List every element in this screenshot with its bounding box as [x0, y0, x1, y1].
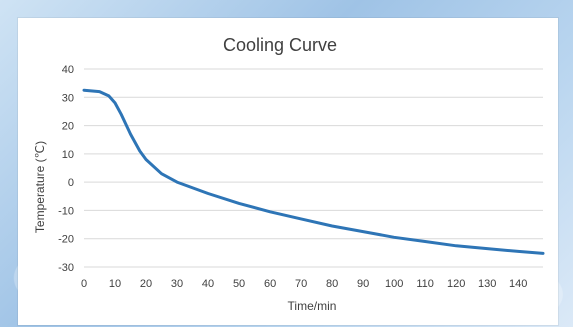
- x-axis-label: Time/min: [288, 299, 337, 313]
- y-tick-label: 0: [68, 177, 74, 189]
- y-axis-ticks: 40 30 20 10 0 -10 -20 -30: [58, 64, 74, 274]
- cooling-curve-series: [82, 88, 545, 255]
- x-tick-label: 50: [233, 278, 245, 290]
- y-tick-label: 20: [62, 121, 74, 133]
- x-tick-label: 40: [202, 278, 214, 290]
- x-tick-label: 100: [385, 278, 403, 290]
- x-tick-label: 60: [264, 278, 276, 290]
- x-tick-label: 80: [326, 278, 338, 290]
- x-tick-label: 20: [140, 278, 152, 290]
- x-tick-label: 140: [509, 278, 527, 290]
- x-tick-label: 0: [81, 278, 87, 290]
- x-tick-label: 130: [478, 278, 496, 290]
- x-tick-label: 70: [295, 278, 307, 290]
- x-axis-ticks: 0 10 20 30 40 50 60 70 80 90 100 110 120 130 140: [81, 278, 527, 290]
- x-tick-label: 90: [357, 278, 369, 290]
- y-tick-label: 40: [62, 64, 74, 76]
- gridlines: [84, 68, 543, 268]
- x-tick-label: 30: [171, 278, 183, 290]
- y-tick-label: 10: [62, 149, 74, 161]
- chart-title: Cooling Curve: [223, 35, 337, 55]
- y-axis-label: Temperature (℃): [33, 141, 47, 233]
- y-tick-label: -10: [58, 205, 74, 217]
- chart-card: Cooling Curve 40 30 20 10 0 -10 -20 -30 0 10 20 30…: [18, 18, 558, 325]
- y-tick-label: 30: [62, 92, 74, 104]
- x-tick-label: 10: [109, 278, 121, 290]
- x-tick-label: 110: [416, 278, 434, 290]
- y-tick-label: -20: [58, 234, 74, 246]
- x-tick-label: 120: [447, 278, 465, 290]
- y-tick-label: -30: [58, 262, 74, 274]
